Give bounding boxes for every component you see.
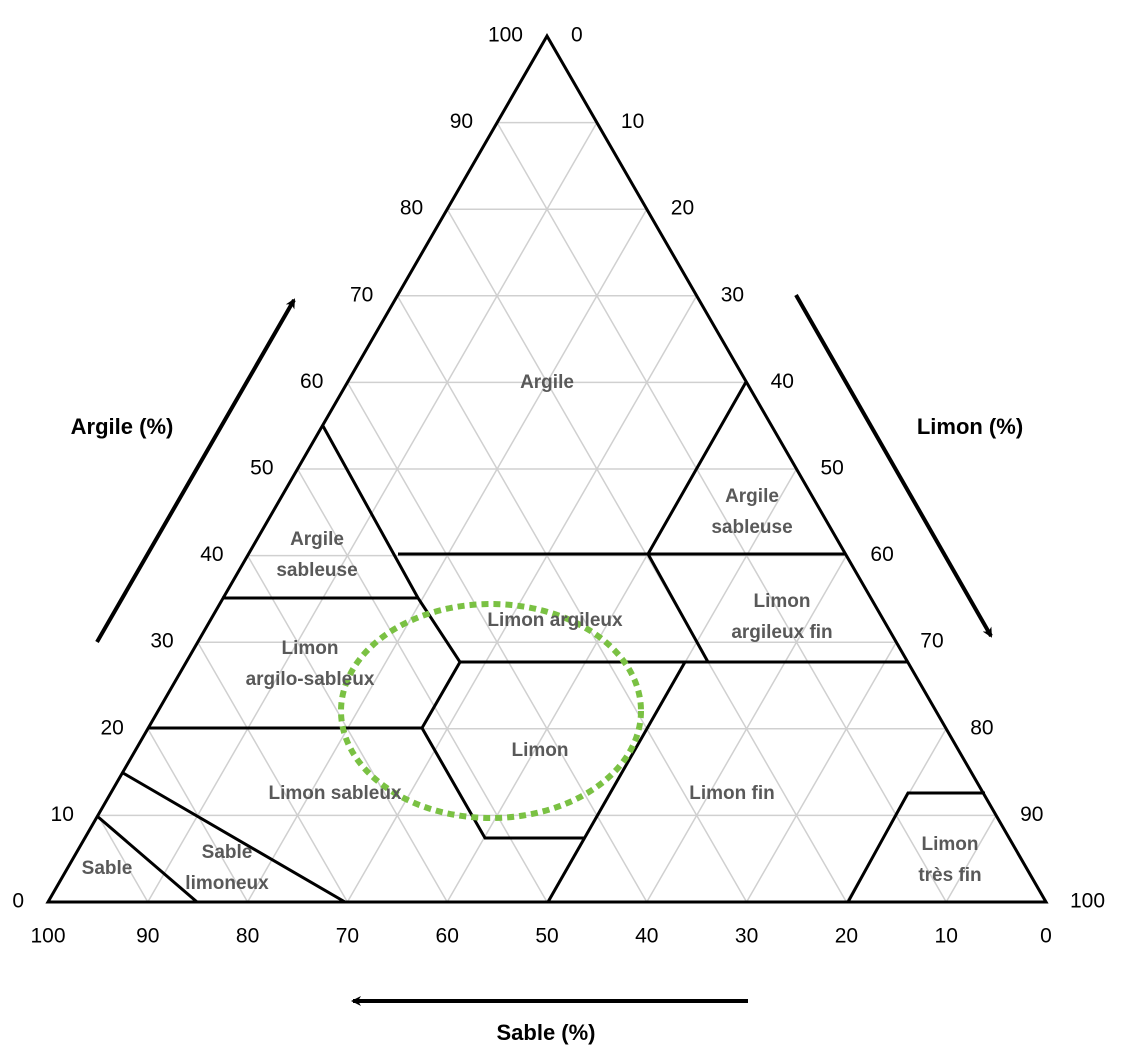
region-label: Limon — [922, 834, 979, 855]
limon-tick-label: 60 — [870, 543, 893, 566]
limon-tick-label: 40 — [771, 370, 794, 393]
sable-tick-label: 40 — [635, 925, 658, 948]
region-label: Limon — [282, 638, 339, 659]
highlight-ellipse — [338, 601, 644, 821]
grid-line — [246, 208, 648, 903]
region-label: Argile — [725, 486, 779, 507]
sable-tick-label: 70 — [336, 925, 359, 948]
grid-line — [396, 295, 748, 903]
sable-tick-label: 90 — [136, 925, 159, 948]
argile-tick-label: 10 — [51, 803, 74, 826]
sable-tick-label: 60 — [436, 925, 459, 948]
grid-line — [945, 815, 997, 903]
axis-title: Limon (%) — [917, 414, 1023, 439]
region-label: Limon sableux — [268, 783, 401, 804]
triangle-outline — [45, 32, 1049, 904]
region-label: sableuse — [276, 560, 357, 581]
sable-tick-label: 100 — [30, 925, 65, 948]
grid-line — [646, 555, 848, 903]
region-boundaries — [96, 381, 985, 904]
sable-tick-label: 10 — [935, 925, 958, 948]
region-label: Argile — [290, 529, 344, 550]
argile-tick-label: 50 — [250, 457, 273, 480]
region-label: sableuse — [711, 517, 792, 538]
argile-arrow — [95, 298, 296, 643]
limon-tick-label: 100 — [1070, 890, 1105, 913]
region-label: Limon argileux — [487, 610, 623, 631]
argile-tick-label: 60 — [300, 370, 323, 393]
limon-tick-label: 70 — [920, 630, 943, 653]
grid-line — [97, 815, 149, 903]
grid — [97, 121, 997, 903]
sable-tick-label: 0 — [1040, 925, 1052, 948]
axis-title: Sable (%) — [496, 1020, 595, 1045]
limon-tick-label: 50 — [821, 457, 844, 480]
grid-line — [197, 641, 349, 903]
grid-line — [296, 468, 548, 903]
region-label: Limon fin — [689, 783, 774, 804]
limon-tick-label: 20 — [671, 197, 694, 220]
region-label: Limon — [754, 591, 811, 612]
region-label: Limon — [512, 740, 569, 761]
region-label: Argile — [520, 372, 574, 393]
argile-tick-label: 30 — [150, 630, 173, 653]
region-label: limoneux — [185, 873, 269, 894]
region-label: Sable — [202, 842, 253, 863]
limon-tick-label: 80 — [970, 716, 993, 739]
grid-line — [496, 122, 947, 903]
argile-tick-label: 20 — [100, 716, 123, 739]
region-label: très fin — [918, 865, 981, 886]
grid-line — [745, 641, 897, 903]
limon-arrow — [794, 294, 993, 638]
region-label: argileux fin — [731, 622, 832, 643]
argile-tick-label: 0 — [12, 890, 24, 913]
argile-tick-label: 80 — [400, 197, 423, 220]
axis-title: Argile (%) — [71, 414, 174, 439]
argile-tick-label: 90 — [450, 110, 473, 133]
limon-tick-label: 0 — [571, 24, 583, 47]
argile-tick-label: 70 — [350, 283, 373, 306]
argile-tick-label: 100 — [488, 24, 523, 47]
limon-tick-label: 90 — [1020, 803, 1043, 826]
sable-tick-label: 80 — [236, 925, 259, 948]
limon-tick-label: 30 — [721, 283, 744, 306]
sable-tick-label: 20 — [835, 925, 858, 948]
limon-tick-label: 10 — [621, 110, 644, 133]
sable-tick-label: 30 — [735, 925, 758, 948]
argile-tick-label: 40 — [200, 543, 223, 566]
region-label: Sable — [82, 858, 133, 879]
sable-tick-label: 50 — [535, 925, 558, 948]
region-label: argilo-sableux — [246, 669, 375, 690]
